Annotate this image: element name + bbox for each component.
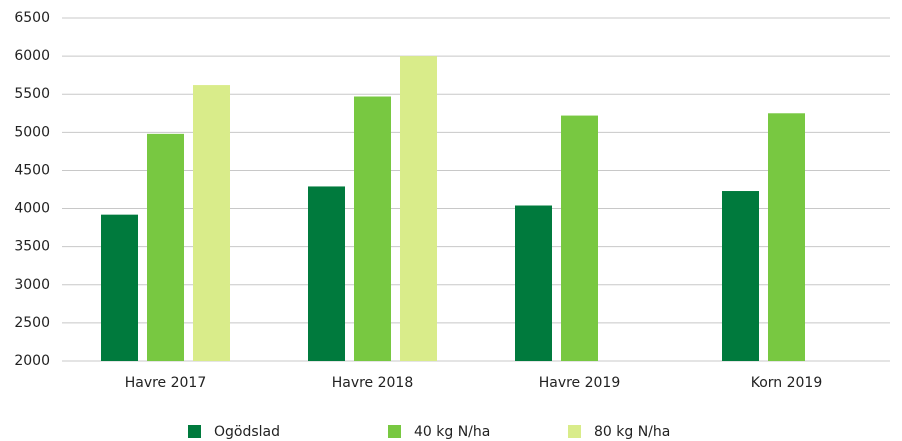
y-tick-label: 4000 [14,201,50,217]
bar [101,214,138,361]
y-tick-label: 2500 [14,315,50,331]
legend-label: 40 kg N/ha [414,424,490,440]
legend-swatch [388,425,401,438]
y-tick-label: 2000 [14,353,50,369]
y-tick-label: 3000 [14,277,50,293]
bar [722,191,759,361]
bar [308,186,345,361]
bar [515,205,552,361]
x-tick-label: Havre 2018 [332,375,414,391]
y-tick-label: 5000 [14,124,50,140]
x-tick-label: Havre 2019 [539,375,621,391]
y-tick-label: 4500 [14,162,50,178]
bar [354,96,391,362]
bar [400,56,437,361]
bar [768,113,805,362]
bar [147,133,184,361]
legend-swatch [568,425,581,438]
bar [561,115,598,361]
legend-label: 80 kg N/ha [594,424,670,440]
y-tick-label: 6000 [14,48,50,64]
x-tick-label: Havre 2017 [125,375,207,391]
bar [193,85,230,361]
x-tick-label: Korn 2019 [751,375,823,391]
y-tick-label: 3500 [14,239,50,255]
y-tick-label: 6500 [14,10,50,26]
y-tick-label: 5500 [14,86,50,102]
legend-label: Ogödslad [214,424,280,440]
legend-swatch [188,425,201,438]
